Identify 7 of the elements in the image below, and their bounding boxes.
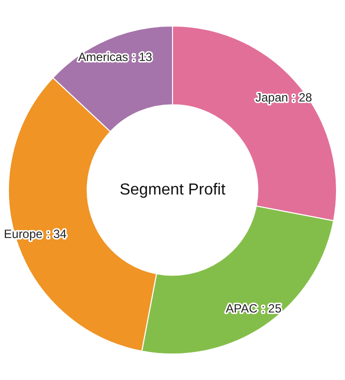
data-label: : 34 bbox=[46, 226, 67, 241]
slice-label: APAC bbox=[226, 302, 258, 316]
slice-label: Japan bbox=[255, 90, 288, 104]
data-label: : 13 bbox=[132, 50, 153, 64]
slice-label: Americas bbox=[78, 50, 128, 64]
text: Segment Profit bbox=[120, 181, 226, 198]
data-label: : 25 bbox=[262, 302, 282, 316]
